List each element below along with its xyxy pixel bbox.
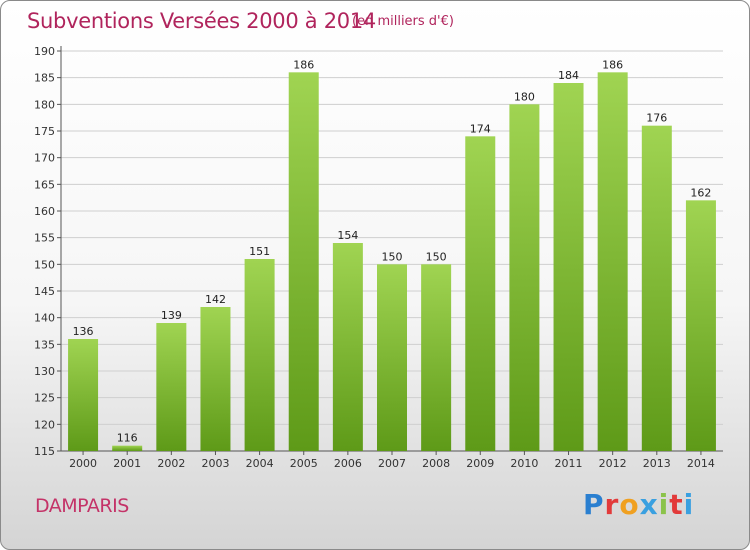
logo-letter: t bbox=[669, 488, 684, 521]
bar-2007 bbox=[377, 264, 407, 451]
y-tick-label: 165 bbox=[34, 178, 55, 191]
y-tick-label: 150 bbox=[34, 258, 55, 271]
logo-letter: P bbox=[583, 488, 605, 521]
data-label-2001: 116 bbox=[117, 432, 138, 445]
data-label-2002: 139 bbox=[161, 309, 182, 322]
y-tick-label: 190 bbox=[34, 45, 55, 58]
x-tick-label: 2001 bbox=[113, 457, 141, 470]
data-label-2013: 176 bbox=[646, 112, 667, 125]
x-tick-label: 2002 bbox=[157, 457, 185, 470]
y-tick-label: 130 bbox=[34, 365, 55, 378]
chart-subtitle: (en milliers d'€) bbox=[352, 14, 454, 29]
bar-2006 bbox=[332, 243, 363, 451]
data-label-2005: 186 bbox=[293, 58, 314, 71]
x-tick-label: 2008 bbox=[422, 457, 450, 470]
y-tick-label: 115 bbox=[34, 445, 55, 458]
y-tick-label: 135 bbox=[34, 338, 55, 351]
data-label-2009: 174 bbox=[470, 122, 491, 135]
bar-2009 bbox=[465, 136, 496, 452]
y-tick-label: 140 bbox=[34, 312, 55, 325]
data-label-2000: 136 bbox=[73, 325, 94, 338]
y-tick-label: 155 bbox=[34, 232, 55, 245]
logo-letter: x bbox=[639, 488, 659, 521]
x-tick-label: 2010 bbox=[510, 457, 538, 470]
logo-letter: i bbox=[658, 488, 670, 521]
data-label-2011: 184 bbox=[558, 69, 579, 82]
y-tick-label: 170 bbox=[34, 152, 55, 165]
x-tick-label: 2004 bbox=[246, 457, 274, 470]
axes: 115 120 125 130 135 140 145 150 155 160 165 170 175 1… bbox=[34, 45, 723, 470]
logo-letter: i bbox=[683, 488, 695, 521]
data-label-2008: 150 bbox=[426, 250, 447, 263]
logo-letter: r bbox=[604, 488, 620, 521]
y-tick-label: 145 bbox=[34, 285, 55, 298]
data-label-2007: 150 bbox=[382, 250, 403, 263]
x-tick-label: 2005 bbox=[290, 457, 318, 470]
bar-2004 bbox=[244, 259, 275, 451]
proxiti-logo: Proxiti bbox=[583, 488, 694, 521]
data-label-2014: 162 bbox=[690, 186, 711, 199]
y-tick-label: 185 bbox=[34, 72, 55, 85]
bar-2011 bbox=[553, 83, 584, 451]
data-label-2010: 180 bbox=[514, 90, 535, 103]
x-tick-label: 2012 bbox=[599, 457, 627, 470]
x-tick-label: 2013 bbox=[643, 457, 671, 470]
bar-2013 bbox=[641, 125, 672, 452]
bar-2010 bbox=[509, 104, 540, 451]
x-tick-label: 2011 bbox=[555, 457, 583, 470]
bar-2000 bbox=[68, 339, 99, 451]
chart-title: Subventions Versées 2000 à 2014 bbox=[27, 9, 376, 33]
data-label-2003: 142 bbox=[205, 293, 226, 306]
commune-name: DAMPARIS bbox=[35, 495, 129, 517]
x-tick-label: 2003 bbox=[201, 457, 229, 470]
x-tick-label: 2007 bbox=[378, 457, 406, 470]
y-tick-label: 160 bbox=[34, 205, 55, 218]
x-tick-label: 2006 bbox=[334, 457, 362, 470]
bar-2008 bbox=[421, 264, 452, 451]
y-tick-label: 125 bbox=[34, 392, 55, 405]
y-tick-label: 175 bbox=[34, 125, 55, 138]
bar-2003 bbox=[200, 307, 231, 451]
bar-2014 bbox=[685, 200, 716, 451]
y-tick-label: 120 bbox=[34, 418, 55, 431]
bars bbox=[68, 72, 716, 452]
logo-letter: o bbox=[619, 488, 640, 521]
bar-2002 bbox=[156, 323, 187, 451]
data-label-2012: 186 bbox=[602, 58, 623, 71]
x-tick-label: 2009 bbox=[466, 457, 494, 470]
x-tick-label: 2000 bbox=[69, 457, 97, 470]
bar-2001 bbox=[112, 445, 143, 451]
y-tick-label: 180 bbox=[34, 98, 55, 111]
data-labels: 136 116 139 142 151 186 154 150 150 174 180 184 186 1… bbox=[73, 58, 712, 444]
data-label-2006: 154 bbox=[337, 229, 358, 242]
data-label-2004: 151 bbox=[249, 245, 270, 258]
bar-2012 bbox=[597, 72, 628, 451]
x-tick-label: 2014 bbox=[687, 457, 715, 470]
bar-2005 bbox=[288, 72, 319, 451]
